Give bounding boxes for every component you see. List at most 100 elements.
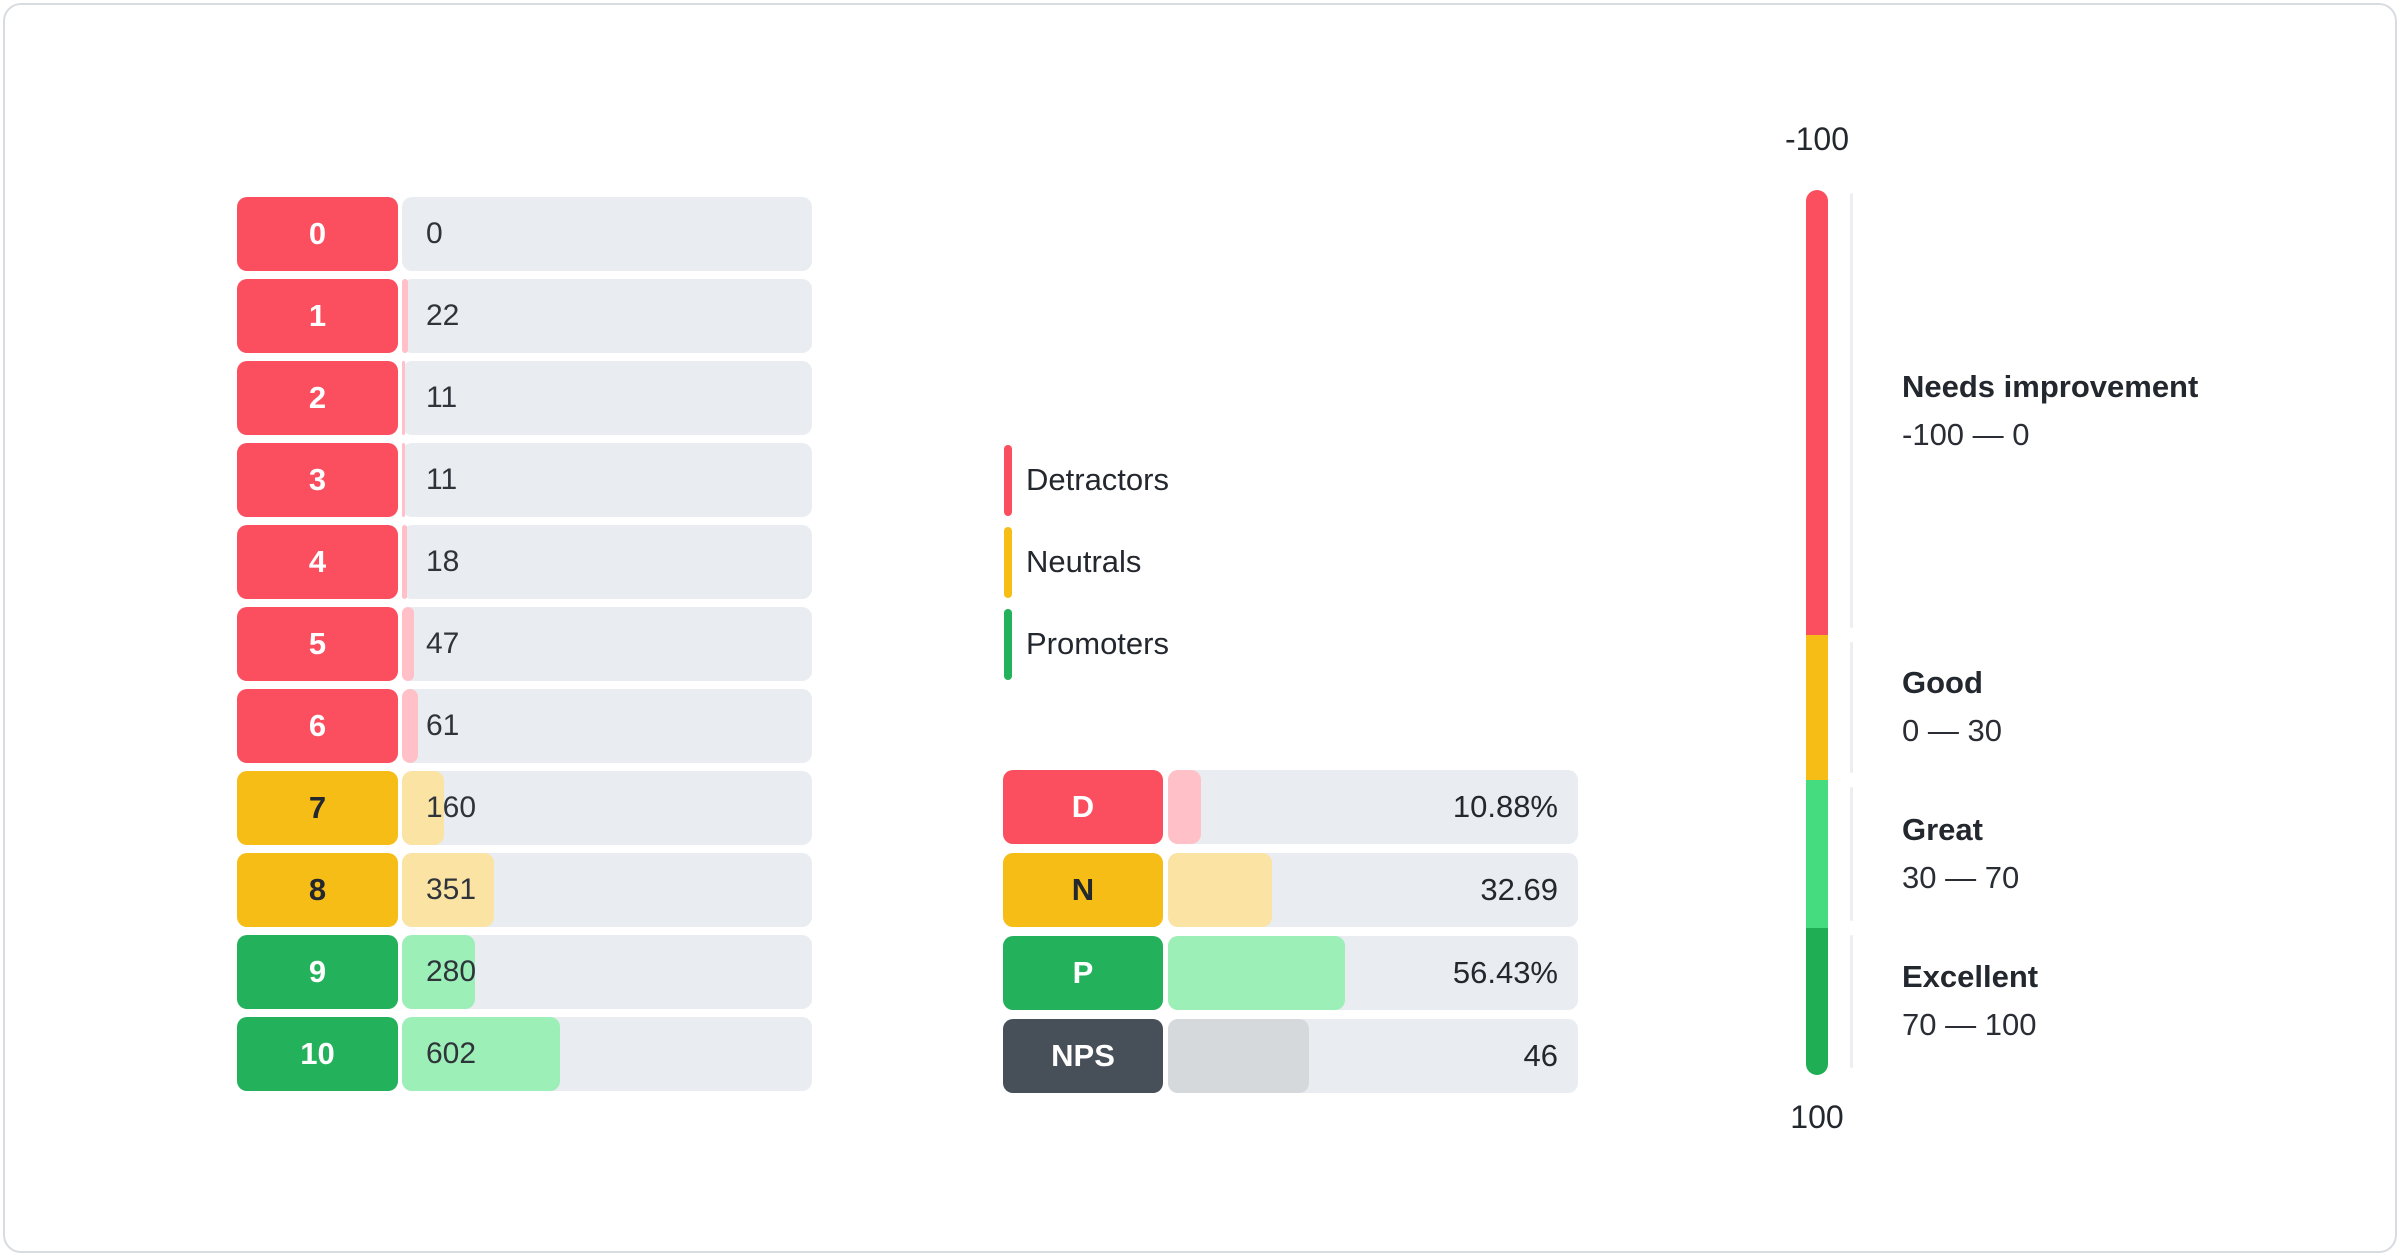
score-chip-9: 9 [237, 935, 398, 1009]
zone-label-great: Great 30 — 70 [1902, 810, 2400, 898]
score-bar-fill-7 [402, 771, 444, 845]
score-bar-fill-2 [402, 361, 405, 435]
zone-label-needs-improvement: Needs improvement -100 — 0 [1902, 367, 2400, 455]
detractors-bar-fill [1168, 770, 1201, 844]
legend-label-detractors: Detractors [1026, 462, 1169, 497]
detractors-value: 10.88% [1452, 789, 1558, 824]
gauge-max-negative-label: -100 [1784, 121, 1850, 157]
legend-item-detractors: Detractors [1004, 443, 1169, 517]
score-chip-3: 3 [237, 443, 398, 517]
score-count-8: 351 [426, 873, 477, 906]
score-count-2: 11 [426, 381, 458, 414]
score-row-9: 9 280 [237, 935, 812, 1009]
score-count-0: 0 [426, 217, 443, 250]
legend-item-neutrals: Neutrals [1004, 525, 1169, 599]
score-row-6: 6 61 [237, 689, 812, 763]
score-chip-6: 6 [237, 689, 398, 763]
score-track-6: 61 [402, 689, 812, 763]
gauge-zone-good [1806, 635, 1828, 781]
nps-gauge-bar [1806, 190, 1828, 1075]
score-count-4: 18 [426, 545, 460, 578]
score-bar-fill-3 [402, 443, 405, 517]
score-chip-5: 5 [237, 607, 398, 681]
summary-row-nps: NPS 46 [1003, 1019, 1578, 1093]
score-count-10: 602 [426, 1037, 477, 1070]
zone-label-excellent: Excellent 70 — 100 [1902, 957, 2400, 1045]
summary-row-neutrals: N 32.69 [1003, 853, 1578, 927]
promoters-track: 56.43% [1168, 936, 1578, 1010]
score-count-6: 61 [426, 709, 460, 742]
gauge-zone-excellent [1806, 928, 1828, 1075]
gauge-axis-segment-1 [1850, 193, 1853, 628]
legend-label-neutrals: Neutrals [1026, 544, 1142, 579]
gauge-axis-segment-2 [1850, 642, 1853, 773]
promoters-bar-fill [1168, 936, 1346, 1010]
score-track-0: 0 [402, 197, 812, 271]
score-track-2: 11 [402, 361, 812, 435]
score-track-9: 280 [402, 935, 812, 1009]
nps-summary-chart: D 10.88% N 32.69 P 56.43% NPS 46 [1003, 770, 1578, 1102]
nps-bar-fill [1168, 1019, 1310, 1093]
summary-row-detractors: D 10.88% [1003, 770, 1578, 844]
score-chip-7: 7 [237, 771, 398, 845]
detractors-color-swatch [1004, 444, 1012, 516]
score-bar-fill-10 [402, 1017, 560, 1091]
zone-title: Great [1902, 812, 1983, 847]
legend-item-promoters: Promoters [1004, 607, 1169, 681]
summary-row-promoters: P 56.43% [1003, 936, 1578, 1010]
legend-label-promoters: Promoters [1026, 626, 1169, 661]
score-bar-fill-5 [402, 607, 415, 681]
promoters-value: 56.43% [1452, 955, 1558, 990]
score-track-3: 11 [402, 443, 812, 517]
score-track-1: 22 [402, 279, 812, 353]
score-row-0: 0 0 [237, 197, 812, 271]
gauge-axis-segment-3 [1850, 787, 1853, 921]
zone-range: 30 — 70 [1902, 860, 2020, 895]
score-track-8: 351 [402, 853, 812, 927]
score-count-7: 160 [426, 791, 477, 824]
score-count-3: 11 [426, 463, 458, 496]
zone-range: 70 — 100 [1902, 1007, 2037, 1042]
score-track-4: 18 [402, 525, 812, 599]
nps-track: 46 [1168, 1019, 1578, 1093]
detractors-chip: D [1003, 770, 1163, 844]
score-row-4: 4 18 [237, 525, 812, 599]
score-chip-8: 8 [237, 853, 398, 927]
score-row-8: 8 351 [237, 853, 812, 927]
score-row-7: 7 160 [237, 771, 812, 845]
gauge-max-positive-label: 100 [1790, 1099, 1844, 1135]
score-chip-10: 10 [237, 1017, 398, 1091]
score-bar-fill-4 [402, 525, 407, 599]
score-track-10: 602 [402, 1017, 812, 1091]
zone-title: Excellent [1902, 959, 2039, 994]
zone-range: 0 — 30 [1902, 713, 2002, 748]
neutrals-chip: N [1003, 853, 1163, 927]
promoters-chip: P [1003, 936, 1163, 1010]
neutrals-value: 32.69 [1480, 872, 1558, 907]
score-row-2: 2 11 [237, 361, 812, 435]
nps-report-card: 0 0 1 22 2 11 3 11 [3, 3, 2397, 1253]
gauge-zone-great [1806, 780, 1828, 929]
score-row-3: 3 11 [237, 443, 812, 517]
neutrals-color-swatch [1004, 526, 1012, 598]
score-distribution-chart: 0 0 1 22 2 11 3 11 [237, 197, 812, 1099]
score-bar-fill-8 [402, 853, 495, 927]
detractors-track: 10.88% [1168, 770, 1578, 844]
gauge-zone-needs-improvement [1806, 190, 1828, 636]
score-row-5: 5 47 [237, 607, 812, 681]
score-row-1: 1 22 [237, 279, 812, 353]
zone-title: Needs improvement [1902, 369, 2199, 404]
score-track-5: 47 [402, 607, 812, 681]
score-bar-fill-6 [402, 689, 418, 763]
gauge-axis-segment-4 [1850, 935, 1853, 1068]
score-count-9: 280 [426, 955, 477, 988]
promoters-color-swatch [1004, 608, 1012, 680]
score-chip-2: 2 [237, 361, 398, 435]
score-count-5: 47 [426, 627, 460, 660]
nps-value: 46 [1523, 1038, 1558, 1073]
neutrals-bar-fill [1168, 853, 1273, 927]
score-bar-fill-9 [402, 935, 476, 1009]
score-chip-1: 1 [237, 279, 398, 353]
score-track-7: 160 [402, 771, 812, 845]
score-chip-4: 4 [237, 525, 398, 599]
